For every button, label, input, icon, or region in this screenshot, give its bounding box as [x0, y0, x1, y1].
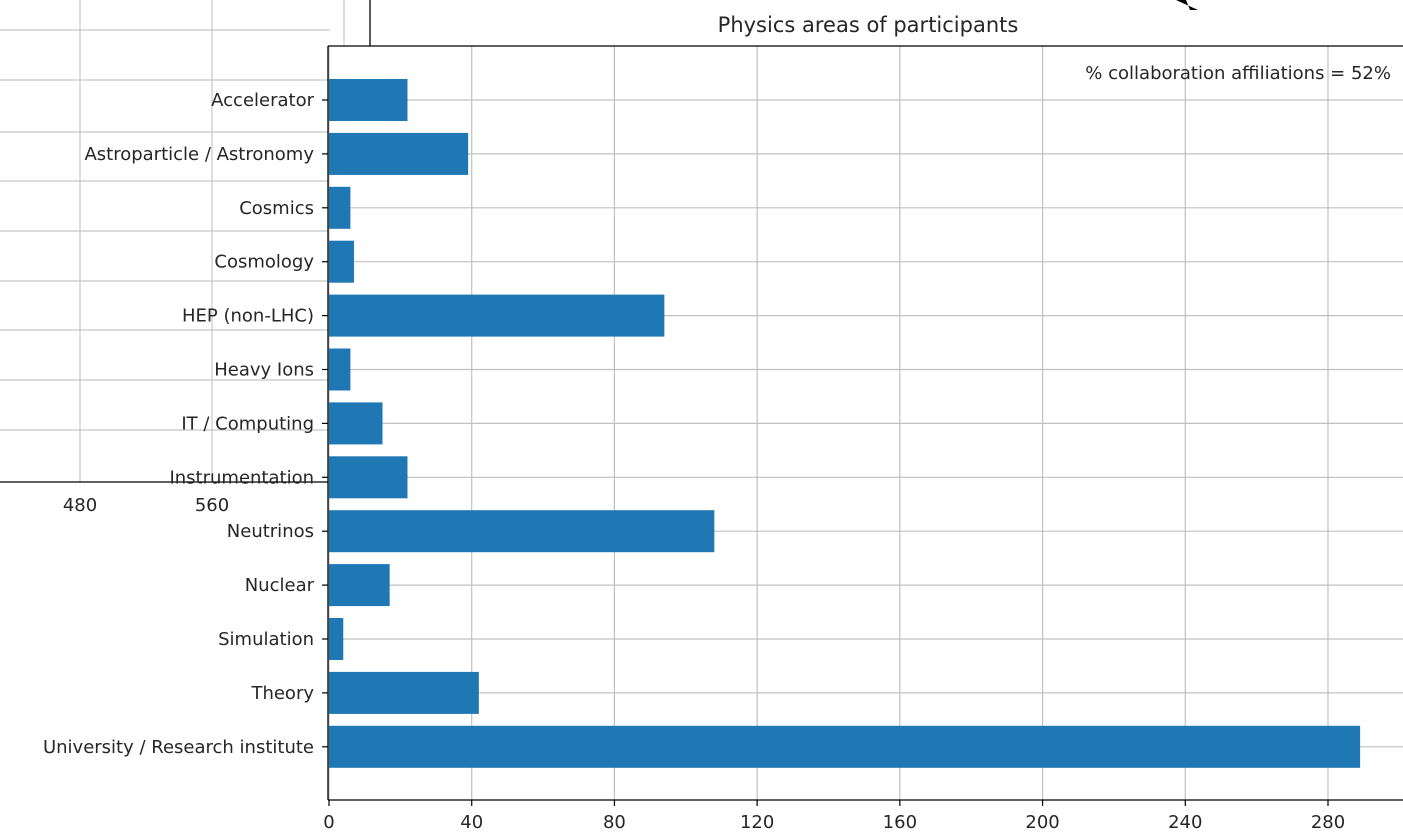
background-x-tick-label: 480 — [63, 495, 97, 516]
y-tick-label: Theory — [250, 683, 314, 704]
background-x-tick-label: 560 — [195, 495, 229, 516]
chart-annotation: % collaboration affiliations = 52% — [1085, 63, 1391, 84]
x-tick-label: 280 — [1311, 812, 1345, 832]
y-tick-label: IT / Computing — [181, 413, 314, 434]
bar — [329, 186, 351, 229]
x-tick-label: 40 — [460, 812, 483, 832]
y-tick-label: Instrumentation — [169, 467, 314, 488]
x-tick-label: 240 — [1168, 812, 1202, 832]
bar — [329, 564, 390, 607]
background-grid — [0, 0, 345, 482]
bar — [329, 402, 383, 445]
main-chart: Accelerator Astroparticle / Astronomy Cosm… — [43, 13, 1403, 832]
y-tick-label: Astroparticle / Astronomy — [84, 144, 314, 165]
x-tick-label: 80 — [603, 812, 626, 832]
bar — [329, 510, 715, 553]
y-tick-label: Accelerator — [211, 90, 314, 111]
x-tick-label: 200 — [1025, 812, 1059, 832]
bar — [329, 671, 479, 714]
bar — [329, 618, 344, 660]
x-tick-label: 0 — [323, 812, 334, 832]
bar — [329, 725, 1361, 768]
y-tick-label: Cosmics — [239, 198, 314, 219]
y-tick-label: Cosmology — [214, 252, 314, 273]
mouse-cursor-icon — [1176, 0, 1198, 10]
bar — [329, 240, 354, 283]
bar — [329, 132, 469, 175]
x-tick-label: 120 — [740, 812, 774, 832]
y-tick-label: Simulation — [218, 629, 314, 650]
y-tick-label: Nuclear — [245, 575, 315, 596]
y-tick-labels: Accelerator Astroparticle / Astronomy Cosm… — [43, 90, 328, 758]
y-tick-label: Heavy Ions — [214, 360, 314, 381]
bar-series — [329, 79, 1361, 768]
bar — [329, 456, 408, 499]
y-tick-label: University / Research institute — [43, 737, 314, 758]
bar — [329, 294, 665, 337]
background-chart: 480 560 — [0, 0, 371, 516]
y-tick-label: Neutrinos — [227, 521, 314, 542]
y-tick-label: HEP (non-LHC) — [182, 306, 314, 327]
x-tick-labels: 0 40 80 120 160 200 240 280 — [323, 800, 1345, 832]
bar — [329, 348, 351, 391]
bar — [329, 79, 408, 121]
chart-title: Physics areas of participants — [718, 13, 1019, 37]
x-tick-label: 160 — [883, 812, 917, 832]
